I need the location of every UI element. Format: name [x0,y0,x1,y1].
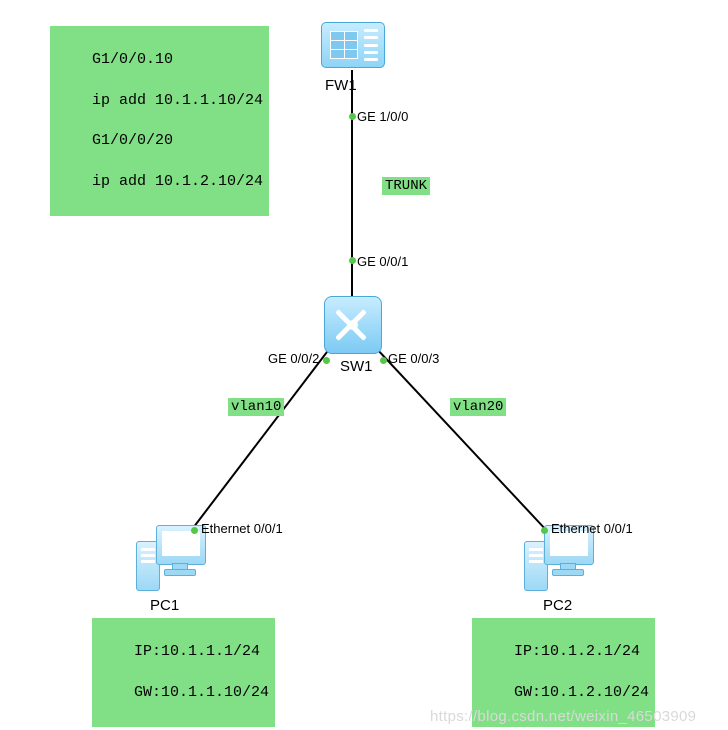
pc2-ip: IP:10.1.2.1/24 [514,643,640,660]
vlan20-label: vlan20 [450,398,506,416]
pc1-ip: IP:10.1.1.1/24 [134,643,260,660]
port-dot [323,357,330,364]
fw-config-line-4: ip add 10.1.2.10/24 [92,173,263,190]
fw-config-box: G1/0/0.10 ip add 10.1.1.10/24 G1/0/0/20 … [50,26,269,216]
link-sw1-pc2 [376,348,548,532]
pc1-gw: GW:10.1.1.10/24 [134,684,269,701]
device-pc1[interactable] [136,525,206,595]
fw-config-line-3: G1/0/0/20 [92,132,173,149]
fw1-label: FW1 [325,77,357,94]
port-dot [380,357,387,364]
port-ge-0-0-1: GE 0/0/1 [357,254,408,269]
pc2-gw: GW:10.1.2.10/24 [514,684,649,701]
vlan10-label: vlan10 [228,398,284,416]
port-ge-1-0-0: GE 1/0/0 [357,109,408,124]
port-ge-0-0-2: GE 0/0/2 [268,351,319,366]
device-fw1[interactable] [321,22,383,78]
port-dot [191,527,198,534]
watermark: https://blog.csdn.net/weixin_46503909 [430,708,696,725]
pc-monitor-icon [156,525,206,565]
diagram-canvas: G1/0/0.10 ip add 10.1.1.10/24 G1/0/0/20 … [0,0,728,730]
firewall-icon [321,22,385,68]
fw-config-line-1: G1/0/0.10 [92,51,173,68]
port-ge-0-0-3: GE 0/0/3 [388,351,439,366]
trunk-label: TRUNK [382,177,430,195]
port-dot [349,257,356,264]
device-sw1[interactable] [324,296,382,354]
pc2-label: PC2 [543,597,572,614]
port-dot [541,527,548,534]
port-dot [349,113,356,120]
port-eth-0-0-1-right: Ethernet 0/0/1 [551,521,633,536]
port-eth-0-0-1-left: Ethernet 0/0/1 [201,521,283,536]
link-sw1-pc1 [190,348,330,532]
fw-config-line-2: ip add 10.1.1.10/24 [92,92,263,109]
pc1-label: PC1 [150,597,179,614]
switch-icon [333,305,373,345]
sw1-label: SW1 [340,358,373,375]
pc1-config-box: IP:10.1.1.1/24 GW:10.1.1.10/24 [92,618,275,727]
